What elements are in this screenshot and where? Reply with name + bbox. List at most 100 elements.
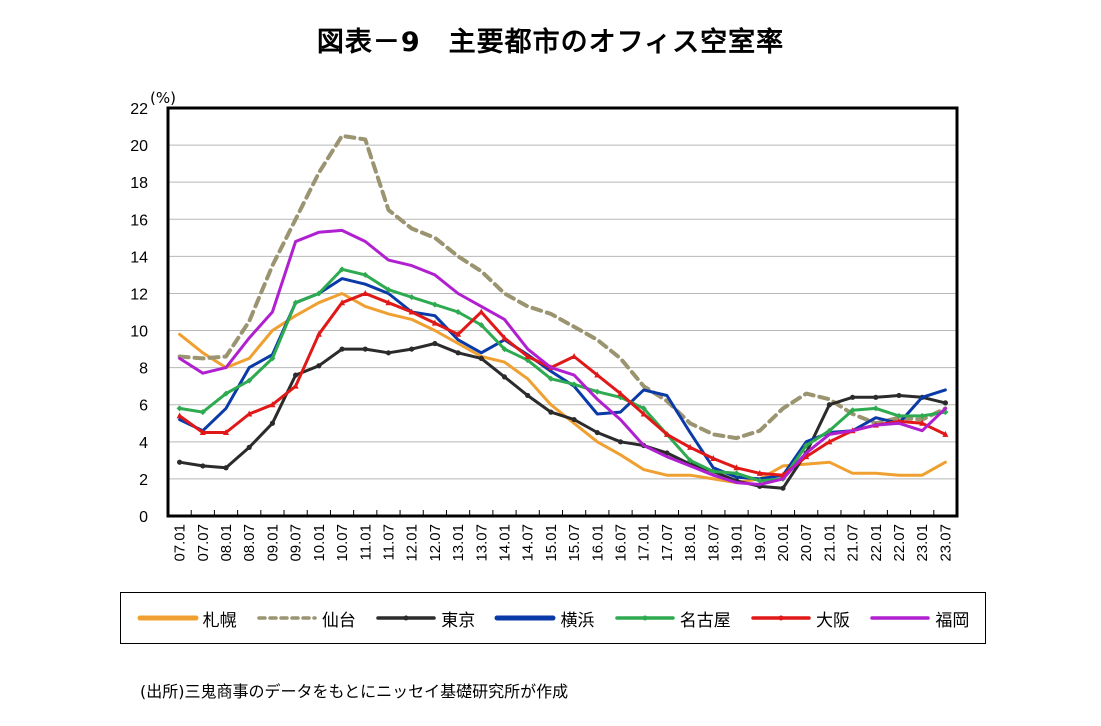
data-point [478, 321, 485, 328]
data-point [431, 301, 438, 308]
x-tick-label: 11.07 [380, 524, 397, 560]
x-tick-label: 15.07 [566, 524, 583, 562]
data-point [826, 438, 833, 445]
data-point [385, 350, 392, 356]
y-tick-label: 8 [139, 361, 148, 378]
data-point [176, 405, 183, 412]
legend-label: 横浜 [560, 610, 595, 631]
x-tick-label: 12.07 [427, 524, 444, 562]
data-point [362, 271, 369, 278]
legend-item: 札幌 [137, 606, 237, 631]
x-tick-label: 19.07 [752, 524, 769, 562]
x-tick-label: 11.01 [357, 524, 374, 560]
x-tick-label: 13.07 [473, 524, 490, 562]
series-line-大阪 [178, 292, 947, 477]
data-point [826, 427, 833, 434]
legend-swatch-icon [751, 615, 811, 621]
data-point [408, 294, 415, 301]
y-axis-unit: (%) [150, 89, 176, 107]
legend-swatch-icon [376, 615, 436, 621]
data-point [199, 429, 206, 436]
y-tick-label: 10 [130, 324, 148, 341]
data-point [293, 372, 299, 378]
legend-swatch-icon [615, 615, 675, 621]
data-point [455, 309, 462, 315]
data-point [385, 286, 392, 293]
x-tick-label: 14.07 [520, 524, 537, 562]
data-point [687, 457, 694, 464]
legend-item: 東京 [375, 606, 475, 631]
x-tick-label: 10.01 [311, 524, 328, 562]
data-point [339, 266, 346, 273]
data-point [408, 308, 415, 315]
data-point [617, 439, 624, 445]
x-tick-label: 23.01 [914, 524, 931, 562]
data-point [780, 485, 786, 491]
data-point [292, 382, 299, 389]
data-point [177, 459, 183, 465]
data-point [826, 402, 832, 408]
data-point [594, 388, 601, 395]
data-point [640, 410, 647, 417]
data-point [292, 299, 299, 306]
data-point [501, 334, 508, 341]
data-point [362, 346, 368, 352]
data-point [571, 416, 577, 423]
data-point [942, 400, 948, 406]
data-point [246, 410, 253, 417]
data-point [501, 346, 508, 353]
data-point [849, 394, 856, 400]
data-point [315, 330, 322, 337]
data-point [432, 340, 438, 347]
y-tick-label: 4 [139, 435, 148, 452]
data-point [478, 355, 484, 361]
x-tick-label: 09.07 [288, 524, 305, 562]
y-tick-label: 2 [139, 472, 148, 489]
x-tick-label: 17.01 [636, 524, 653, 562]
x-tick-label: 22.07 [891, 524, 908, 562]
data-point [548, 409, 554, 415]
x-tick-label: 20.01 [775, 524, 792, 562]
data-point [710, 468, 717, 475]
data-point [872, 405, 879, 412]
legend-swatch-icon [870, 616, 931, 620]
x-tick-label: 14.01 [496, 524, 513, 562]
data-point [756, 477, 763, 484]
x-tick-label: 22.01 [868, 524, 885, 562]
data-point [269, 355, 276, 362]
series-line-札幌 [178, 292, 947, 485]
data-point [873, 394, 879, 400]
data-point [803, 442, 810, 449]
y-tick-label: 12 [130, 286, 148, 303]
data-point [895, 412, 902, 419]
data-point [663, 430, 670, 437]
legend-swatch-icon [494, 615, 556, 621]
data-point [199, 409, 206, 416]
legend-item: 仙台 [256, 606, 356, 631]
data-point [455, 330, 462, 337]
data-point [223, 429, 230, 436]
legend-label: 福岡 [935, 610, 970, 631]
x-tick-label: 16.01 [589, 524, 606, 562]
legend-item: 名古屋 [614, 606, 731, 631]
data-point [803, 453, 810, 460]
data-point [176, 412, 183, 419]
data-point [315, 290, 322, 297]
legend-label: 名古屋 [679, 610, 731, 631]
data-point [362, 289, 369, 296]
legend-item: 福岡 [869, 606, 969, 631]
legend-label: 札幌 [202, 610, 237, 631]
data-point [269, 401, 276, 408]
x-tick-label: 08.07 [241, 524, 258, 562]
y-tick-label: 14 [130, 249, 148, 266]
data-point [501, 374, 508, 380]
data-point [524, 353, 531, 360]
y-tick-label: 18 [130, 175, 148, 192]
x-tick-label: 18.01 [682, 524, 699, 562]
y-tick-label: 22 [130, 101, 148, 118]
data-point [455, 350, 461, 356]
legend-swatch-icon [137, 615, 199, 621]
series-line-福岡 [178, 228, 947, 486]
x-tick-label: 08.01 [218, 524, 235, 562]
